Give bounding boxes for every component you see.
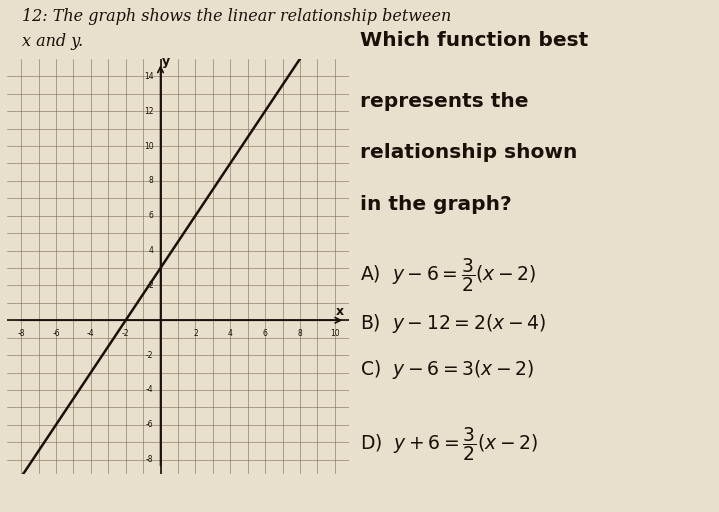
Text: 8: 8 [149, 176, 154, 185]
Text: y: y [162, 55, 170, 68]
Text: -6: -6 [146, 420, 154, 429]
Text: -2: -2 [122, 329, 129, 338]
Text: -8: -8 [146, 455, 154, 464]
Text: relationship shown: relationship shown [360, 143, 577, 162]
Text: 6: 6 [262, 329, 267, 338]
Text: 12: 12 [144, 106, 154, 116]
Text: 6: 6 [149, 211, 154, 220]
Text: 10: 10 [330, 329, 339, 338]
Text: -8: -8 [17, 329, 25, 338]
Text: 2: 2 [149, 281, 154, 290]
Text: represents the: represents the [360, 92, 528, 111]
Text: 4: 4 [228, 329, 233, 338]
Text: 4: 4 [149, 246, 154, 255]
Text: C)  $y - 6 = 3(x - 2)$: C) $y - 6 = 3(x - 2)$ [360, 358, 533, 381]
Text: D)  $y + 6 = \dfrac{3}{2}(x - 2)$: D) $y + 6 = \dfrac{3}{2}(x - 2)$ [360, 425, 538, 463]
Text: Which function best: Which function best [360, 31, 587, 50]
Text: 12: The graph shows the linear relationship between: 12: The graph shows the linear relations… [22, 8, 451, 25]
Text: -2: -2 [146, 351, 154, 359]
Text: -6: -6 [52, 329, 60, 338]
Text: x and y.: x and y. [22, 33, 83, 50]
Text: 10: 10 [144, 141, 154, 151]
Text: 14: 14 [144, 72, 154, 81]
Text: in the graph?: in the graph? [360, 195, 511, 214]
Text: -4: -4 [87, 329, 95, 338]
Text: 2: 2 [193, 329, 198, 338]
Text: B)  $y - 12 = 2(x - 4)$: B) $y - 12 = 2(x - 4)$ [360, 312, 546, 335]
Text: 8: 8 [298, 329, 302, 338]
Text: A)  $y - 6 = \dfrac{3}{2}(x - 2)$: A) $y - 6 = \dfrac{3}{2}(x - 2)$ [360, 256, 536, 294]
Text: -4: -4 [146, 386, 154, 394]
Text: x: x [336, 305, 344, 318]
